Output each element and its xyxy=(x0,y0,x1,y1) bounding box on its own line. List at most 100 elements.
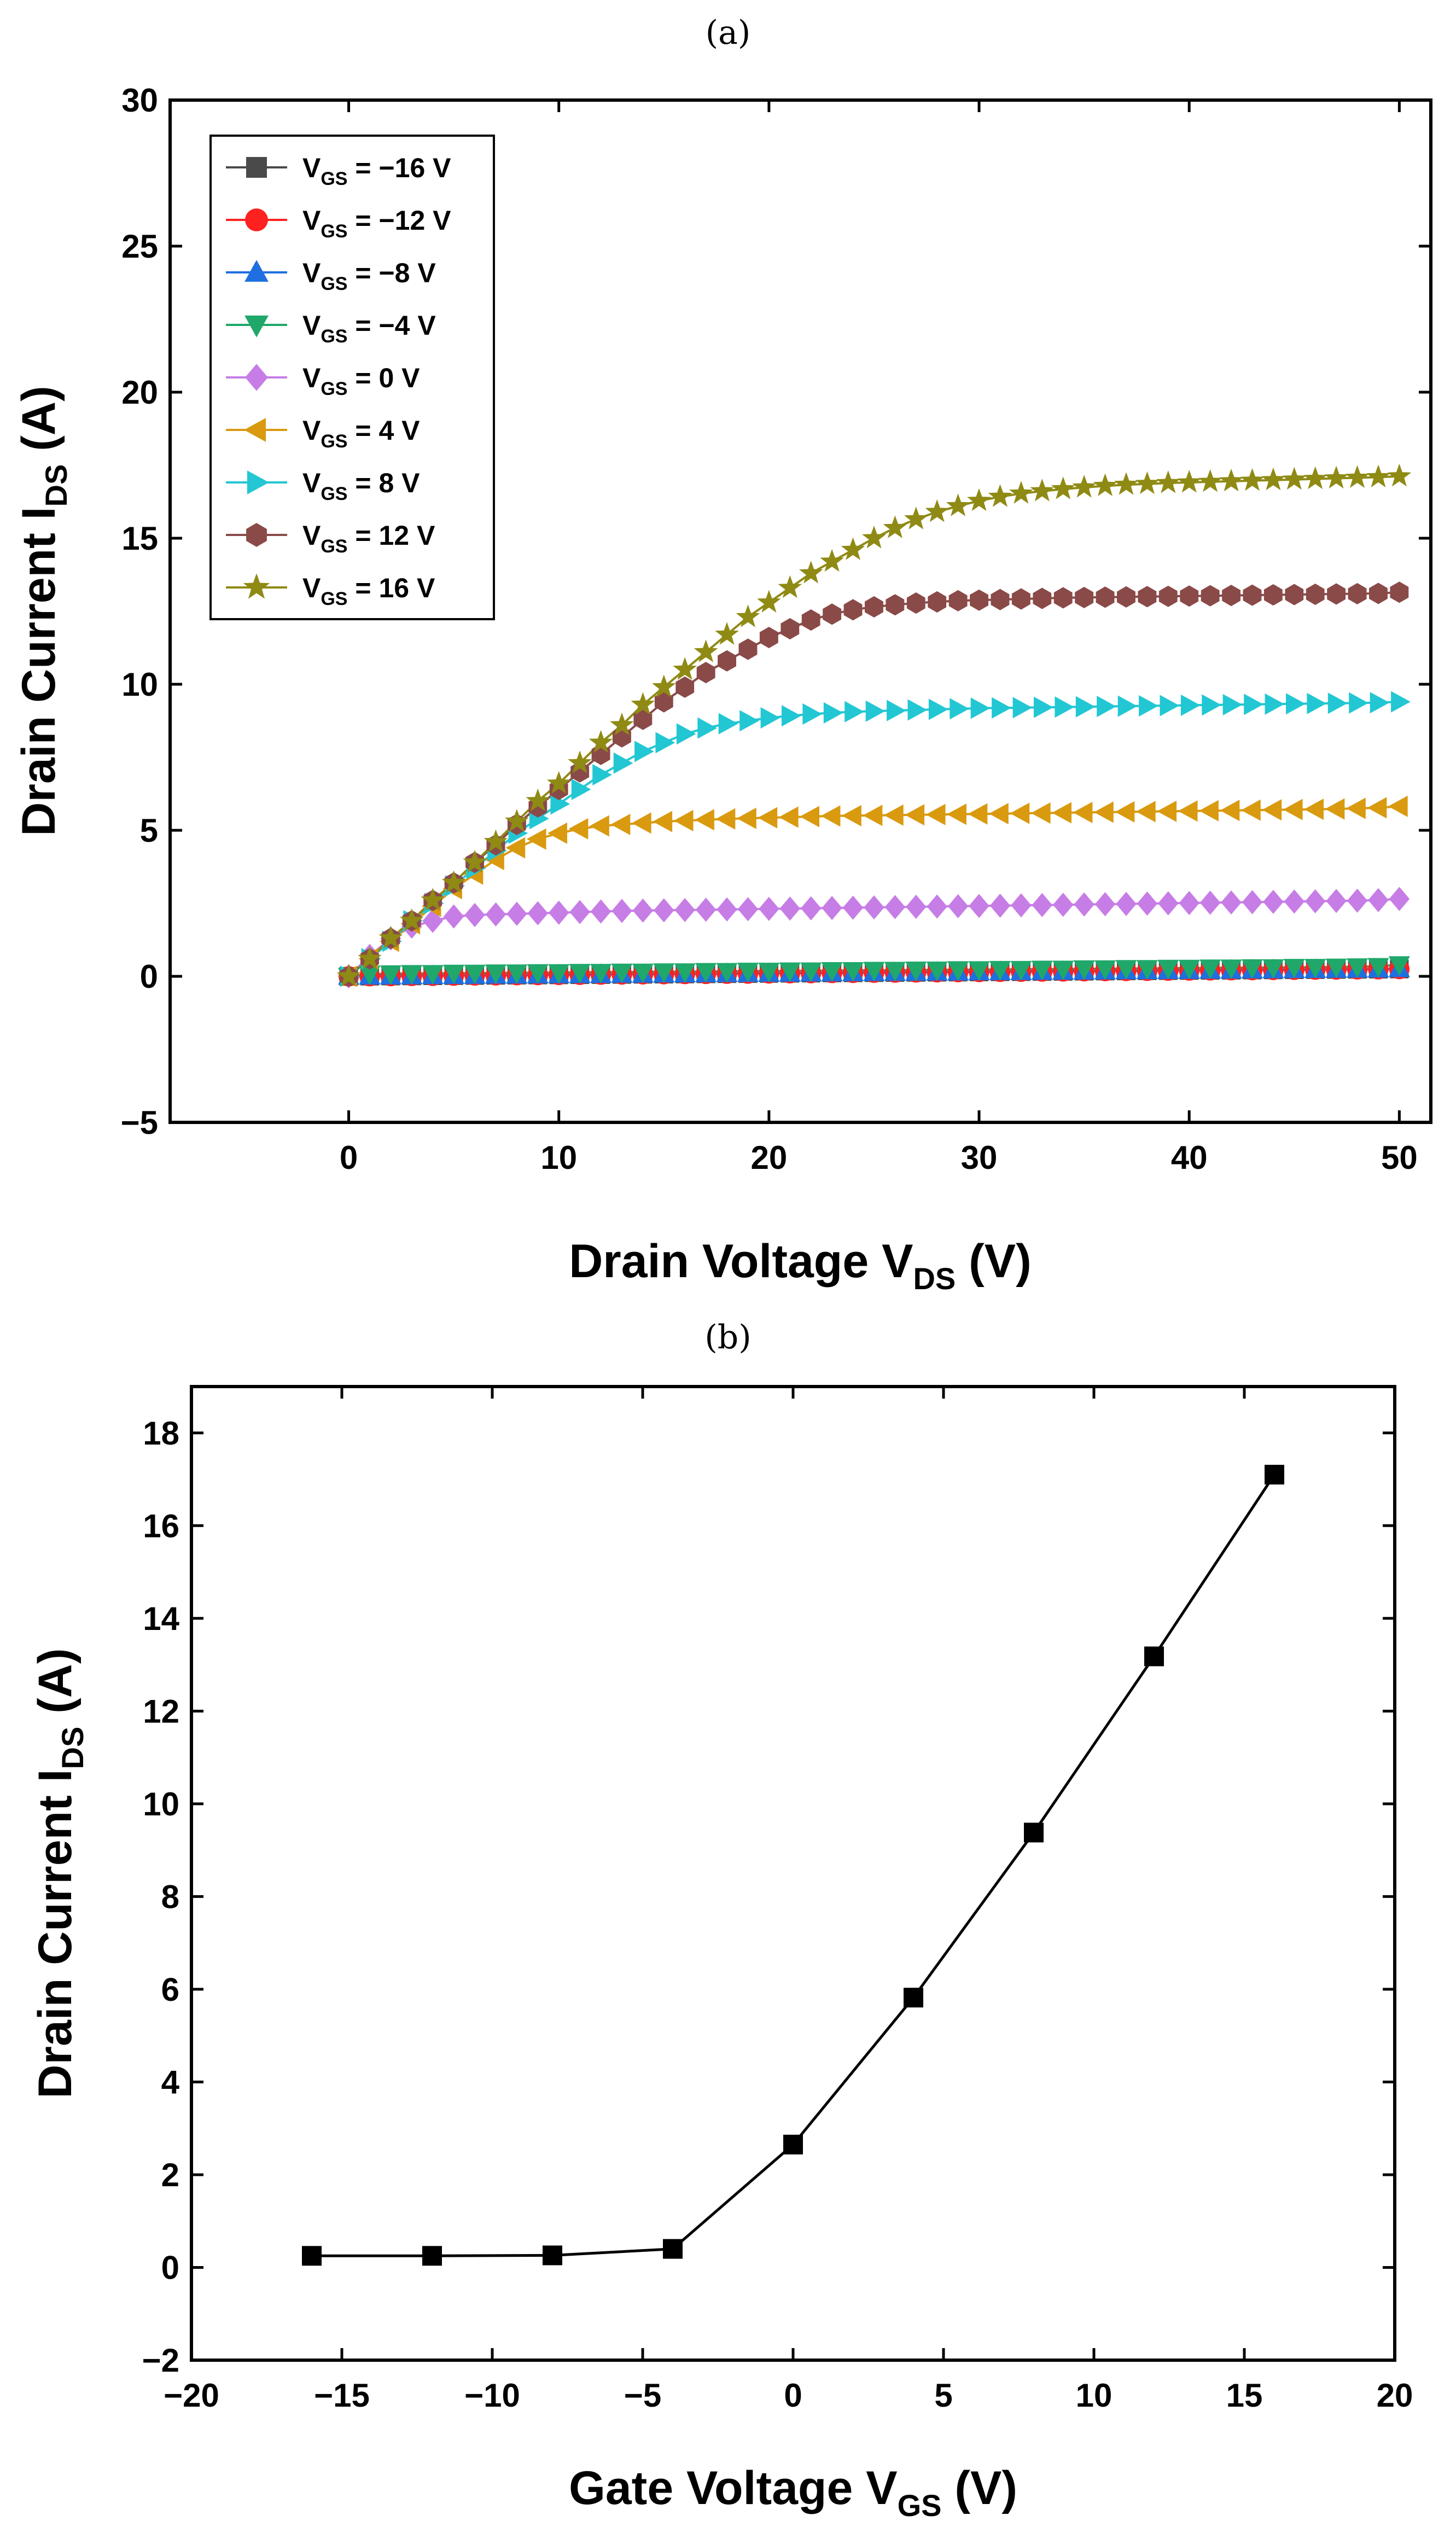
data-point-vgs-4 xyxy=(1242,890,1263,915)
data-point-vgs-6 xyxy=(1265,693,1285,715)
data-point-vgs-5 xyxy=(1304,799,1324,820)
data-point-vgs-3 xyxy=(380,965,401,985)
data-point-vgs-8 xyxy=(652,674,676,697)
data-point-vgs-3 xyxy=(1199,959,1221,979)
data-point-vgs-3 xyxy=(506,964,528,984)
chart-a-y-tick-label: 0 xyxy=(140,958,158,995)
data-point-vgs-3 xyxy=(947,961,969,981)
data-point-vgs-4 xyxy=(737,897,759,922)
data-point-vgs-7 xyxy=(696,662,715,684)
data-point-vgs-3 xyxy=(695,963,717,983)
chart-b-y-tick-label: −2 xyxy=(142,2342,179,2379)
data-point-vgs-3 xyxy=(1388,956,1410,976)
data-point-vgs-4 xyxy=(1368,888,1389,912)
data-point-vgs-4 xyxy=(759,896,779,921)
data-point-vgs-3 xyxy=(422,965,444,985)
legend-label-5: VGS = 4 V xyxy=(302,415,420,452)
data-point-vgs-8 xyxy=(862,526,886,549)
data-point-vgs-3 xyxy=(485,964,506,984)
data-point-vgs-8 xyxy=(1072,475,1096,498)
data-point-vgs-7 xyxy=(781,618,800,640)
data-point-vgs-7 xyxy=(906,592,925,614)
data-point-vgs-4 xyxy=(969,894,989,918)
data-point-vgs-6 xyxy=(634,741,654,762)
data-point-vgs-8 xyxy=(757,590,781,613)
data-point-vgs-4 xyxy=(717,897,737,922)
data-point-vgs-8 xyxy=(694,639,718,662)
data-point-vgs-7 xyxy=(1243,584,1262,606)
data-point-vgs-5 xyxy=(1388,795,1408,817)
data-point-vgs-8 xyxy=(925,499,949,522)
data-point-vgs-8 xyxy=(441,870,466,893)
data-point-vgs-5 xyxy=(1073,801,1093,823)
chart-a-x-tick-label: 0 xyxy=(340,1139,358,1176)
data-point-vgs-7 xyxy=(759,627,778,649)
data-point-vgs-5 xyxy=(1241,799,1261,821)
data-point-vgs-5 xyxy=(1199,800,1219,822)
panel-b-label: (b) xyxy=(704,1318,751,1356)
data-point-vgs-7 xyxy=(1369,583,1388,604)
data-point-vgs-5 xyxy=(548,822,567,844)
data-point-vgs-7 xyxy=(654,691,673,713)
data-point-vgs-8 xyxy=(1177,470,1201,493)
data-point-vgs-5 xyxy=(968,803,988,825)
data-point-vgs-4 xyxy=(1116,892,1137,916)
data-point-vgs-5 xyxy=(947,803,966,825)
chart-a-y-tick-label: 30 xyxy=(121,82,158,119)
data-point-vgs-3 xyxy=(1262,959,1284,979)
data-point-vgs-8 xyxy=(946,493,970,516)
legend-marker-8 xyxy=(243,573,270,599)
data-point-vgs-8 xyxy=(1366,464,1390,487)
data-point-vgs-8 xyxy=(715,622,739,645)
data-point-vgs-4 xyxy=(864,895,884,920)
legend-marker-2 xyxy=(244,260,269,282)
data-point-vgs-8 xyxy=(1282,467,1307,490)
data-point-vgs-8 xyxy=(883,515,907,538)
data-point-vgs-8 xyxy=(1030,479,1055,502)
data-point-vgs-6 xyxy=(592,764,612,786)
data-point-vgs-6 xyxy=(1160,695,1180,717)
data-point-vgs-6 xyxy=(1034,696,1053,718)
data-point-ids xyxy=(904,1988,923,2008)
data-point-vgs-4 xyxy=(1011,893,1032,918)
data-point-vgs-5 xyxy=(1220,800,1240,822)
data-point-vgs-7 xyxy=(1390,581,1409,603)
data-point-vgs-3 xyxy=(968,961,990,981)
data-point-vgs-8 xyxy=(1051,476,1075,499)
data-point-vgs-7 xyxy=(633,708,653,730)
data-point-vgs-5 xyxy=(1283,799,1303,820)
data-point-vgs-8 xyxy=(673,657,697,680)
legend-marker-3 xyxy=(244,315,269,337)
data-point-vgs-3 xyxy=(989,960,1011,981)
data-point-vgs-5 xyxy=(989,803,1009,825)
data-point-vgs-8 xyxy=(778,575,802,598)
chart-b-x-tick-label: 0 xyxy=(784,2377,802,2414)
data-point-vgs-3 xyxy=(1220,959,1242,979)
data-point-vgs-4 xyxy=(590,899,611,924)
data-point-vgs-5 xyxy=(863,805,883,826)
data-point-vgs-3 xyxy=(863,962,885,982)
data-point-vgs-6 xyxy=(1180,694,1201,716)
data-point-vgs-4 xyxy=(1389,887,1410,911)
data-point-vgs-5 xyxy=(800,806,819,828)
data-point-vgs-8 xyxy=(1219,468,1243,492)
data-point-vgs-8 xyxy=(841,537,865,560)
chart-a-x-tick-label: 50 xyxy=(1381,1139,1418,1176)
data-point-vgs-6 xyxy=(1202,694,1221,716)
legend-label-3: VGS = −4 V xyxy=(302,310,436,347)
data-point-vgs-7 xyxy=(1138,586,1157,608)
data-point-vgs-8 xyxy=(1114,472,1138,495)
data-point-vgs-4 xyxy=(1284,889,1304,914)
data-point-ids xyxy=(302,2246,322,2266)
legend-marker-0 xyxy=(246,157,267,178)
data-point-vgs-3 xyxy=(464,964,486,985)
data-point-vgs-3 xyxy=(1073,960,1095,980)
data-point-vgs-5 xyxy=(590,815,609,837)
data-point-vgs-6 xyxy=(1012,697,1033,719)
legend-label-0: VGS = −16 V xyxy=(302,153,451,189)
data-point-vgs-3 xyxy=(590,964,612,983)
data-point-vgs-7 xyxy=(1158,585,1178,607)
data-point-vgs-8 xyxy=(820,549,844,572)
data-point-vgs-3 xyxy=(737,963,759,982)
data-point-vgs-6 xyxy=(697,717,717,739)
